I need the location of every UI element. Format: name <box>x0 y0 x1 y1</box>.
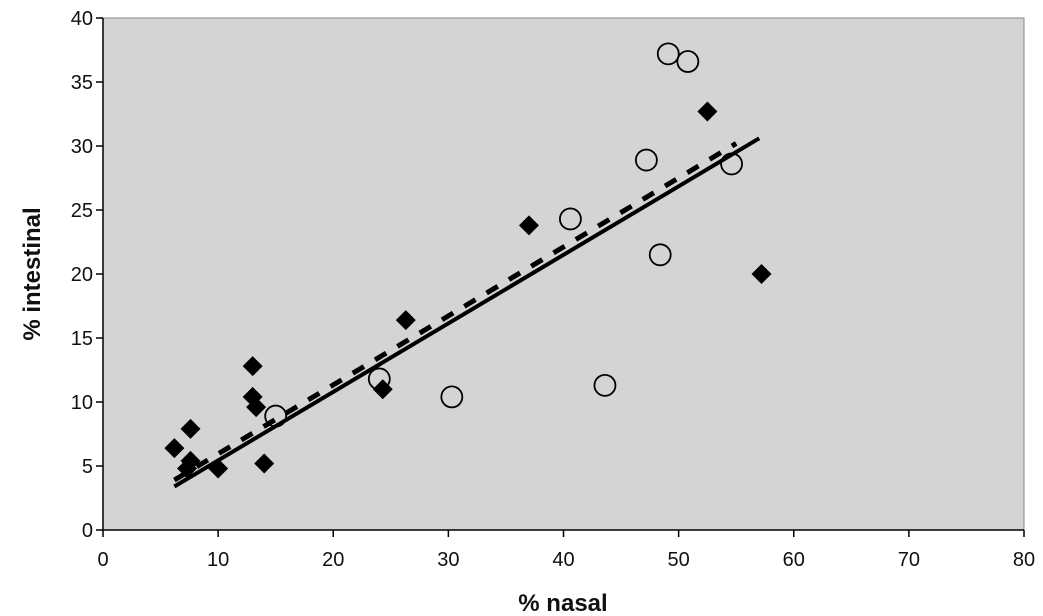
y-tick-label: 20 <box>71 264 93 286</box>
x-tick-label: 70 <box>898 549 920 571</box>
diamond-point <box>395 310 416 331</box>
circle-point <box>264 404 288 428</box>
trendline-solid <box>173 136 761 489</box>
circle-point <box>593 373 617 397</box>
y-tick-label: 5 <box>82 456 93 478</box>
x-axis-title: % nasal <box>518 590 607 616</box>
circle-point <box>720 152 743 176</box>
x-tick-label: 0 <box>97 549 108 571</box>
y-tick-label: 25 <box>71 200 93 222</box>
x-tick-label: 10 <box>207 549 229 571</box>
x-tick-label: 30 <box>437 549 459 571</box>
circle-point <box>634 148 658 172</box>
circle-point <box>648 243 672 267</box>
x-tick-label: 60 <box>783 549 805 571</box>
x-tick-label: 40 <box>552 549 574 571</box>
x-tick-label: 80 <box>1013 549 1035 571</box>
diamond-point <box>180 418 201 439</box>
y-tick-label: 15 <box>71 328 93 350</box>
diamond-point <box>164 438 185 459</box>
data-points <box>164 42 772 479</box>
diamond-point <box>246 397 267 418</box>
circle-point <box>676 50 700 73</box>
y-tick-label: 35 <box>71 72 93 94</box>
y-tick-label: 10 <box>71 392 93 414</box>
diamond-point <box>242 356 263 377</box>
diamond-point <box>697 101 718 122</box>
plot-area <box>102 17 1025 531</box>
y-tick-label: 40 <box>71 8 93 30</box>
circle-point <box>440 385 464 409</box>
circle-point <box>559 207 582 231</box>
diamond-point <box>208 458 229 479</box>
y-axis-title: % intestinal <box>19 207 46 340</box>
y-tick-label: 0 <box>82 520 93 542</box>
x-tick-label: 20 <box>322 549 344 571</box>
diamond-point <box>180 450 201 471</box>
x-tick-label: 50 <box>668 549 690 571</box>
diamond-point <box>254 453 275 474</box>
diamond-point <box>751 264 772 284</box>
y-tick-label: 30 <box>71 136 93 158</box>
tick-labels: 0 10 20 30 40 50 60 70 80 0 5 10 15 20 25 30 35 40 <box>71 8 1035 571</box>
circle-point <box>367 367 391 391</box>
diamond-point <box>518 215 539 236</box>
circle-point <box>656 42 680 66</box>
